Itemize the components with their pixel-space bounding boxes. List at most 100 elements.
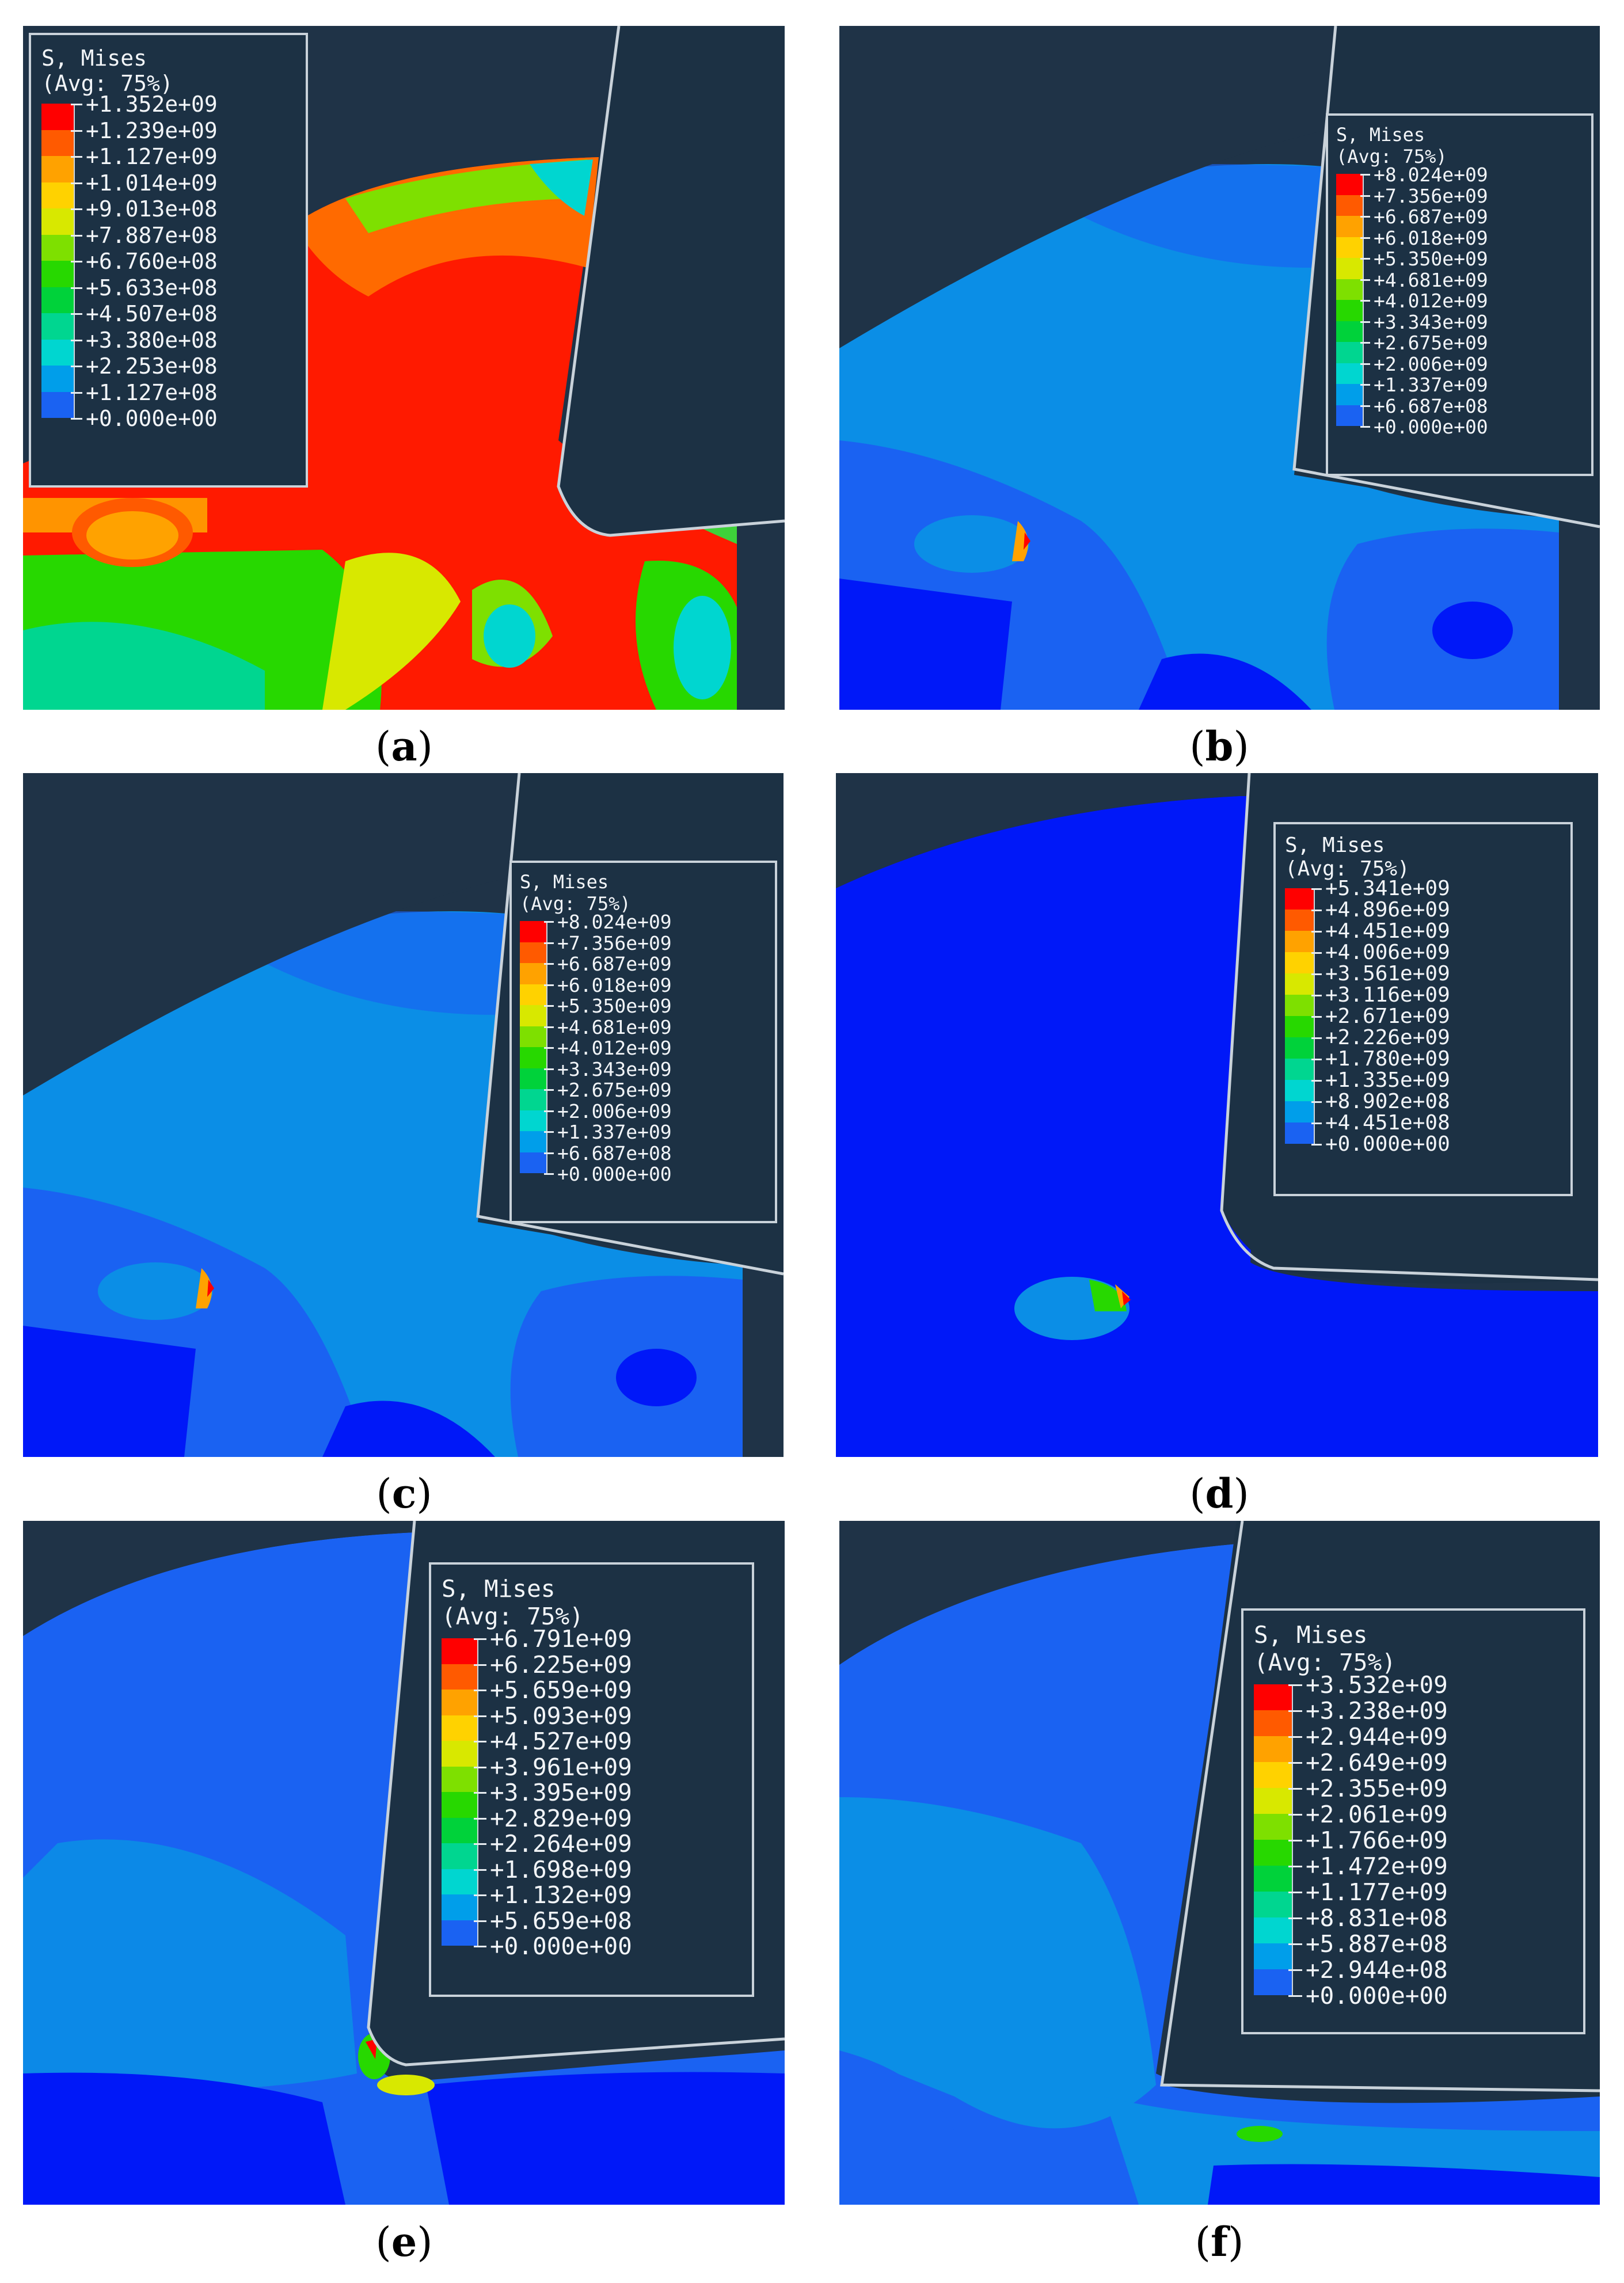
legend-swatch — [1254, 1969, 1293, 1995]
legend-tick — [71, 366, 82, 367]
legend-tick — [544, 1005, 554, 1007]
legend-value: +5.659e+08 — [490, 1907, 632, 1935]
legend-swatch — [520, 1089, 547, 1110]
legend-value: +2.061e+09 — [1306, 1801, 1448, 1828]
legend-value: +4.896e+09 — [1325, 898, 1450, 922]
caption-c: (c) — [376, 1470, 432, 1517]
legend-tick — [474, 1869, 486, 1871]
legend-swatch — [1285, 1016, 1315, 1037]
legend-value: +2.226e+09 — [1325, 1026, 1450, 1049]
legend-entry: +0.000e+00 — [520, 1163, 775, 1194]
legend-value: +3.532e+09 — [1306, 1671, 1448, 1699]
legend-value: +5.341e+09 — [1325, 877, 1450, 900]
legend-value: +2.355e+09 — [1306, 1775, 1448, 1802]
legend-entry: +4.527e+09 — [442, 1728, 752, 1767]
legend-value: +5.659e+09 — [490, 1676, 632, 1704]
legend-tick — [1288, 1814, 1302, 1816]
legend-entry: +3.380e+08 — [41, 328, 306, 366]
legend-swatch — [1336, 342, 1364, 363]
legend-value: +5.350e+09 — [557, 995, 672, 1017]
legend-entry: +2.944e+09 — [1254, 1723, 1583, 1762]
legend-tick — [1360, 195, 1370, 197]
legend-entry: +1.698e+09 — [442, 1856, 752, 1894]
legend-swatch — [41, 339, 75, 366]
legend-value: +4.451e+08 — [1325, 1111, 1450, 1135]
legend-tick — [474, 1664, 486, 1666]
legend-tick — [544, 1047, 554, 1049]
legend-value: +8.902e+08 — [1325, 1090, 1450, 1113]
legend-swatch — [1285, 1037, 1315, 1059]
legend-entry: +6.687e+09 — [520, 953, 775, 984]
legend-swatch — [1254, 1710, 1293, 1736]
legend-entry: +3.961e+09 — [442, 1753, 752, 1792]
legend-value: +6.687e+09 — [1374, 206, 1488, 228]
legend-value: +7.356e+09 — [1374, 184, 1488, 207]
legend-entry: +4.681e+09 — [1336, 269, 1591, 300]
legend-entry: +3.116e+09 — [1285, 983, 1570, 1016]
legend-swatch — [1285, 1123, 1315, 1144]
legend-swatch — [1254, 1736, 1293, 1762]
legend-entry: +5.350e+09 — [520, 995, 775, 1026]
legend-entry: +1.177e+09 — [1254, 1878, 1583, 1917]
legend-swatch — [520, 1110, 547, 1131]
legend-value: +3.238e+09 — [1306, 1697, 1448, 1725]
legend-value: +4.681e+09 — [557, 1015, 672, 1038]
legend-value: +5.093e+09 — [490, 1702, 632, 1730]
legend-tick — [1311, 1101, 1322, 1103]
legend-entry: +6.791e+09 — [442, 1625, 752, 1664]
legend-swatch — [41, 156, 75, 182]
legend-value: +4.451e+09 — [1325, 919, 1450, 943]
legend-entry: +1.127e+09 — [41, 144, 306, 182]
legend-entry: +2.944e+08 — [1254, 1956, 1583, 1995]
legend-swatch — [1285, 910, 1315, 931]
legend-swatch — [520, 1047, 547, 1068]
legend-value: +6.791e+09 — [490, 1625, 632, 1653]
legend-entry: +5.341e+09 — [1285, 877, 1570, 910]
legend-swatch — [442, 1894, 478, 1920]
legend-value: +1.337e+09 — [1374, 374, 1488, 396]
legend-swatch — [442, 1715, 478, 1741]
legend-tick — [474, 1715, 486, 1717]
legend-value: +1.337e+09 — [557, 1121, 672, 1143]
legend-swatch — [1336, 237, 1364, 258]
panel-b: S, Mises (Avg: 75%) +8.024e+09 +7.356e+09 +6… — [839, 26, 1600, 710]
legend-swatch — [1254, 1943, 1293, 1969]
legend: S, Mises (Avg: 75%) +6.791e+09 +6.225e+09 +5… — [429, 1562, 754, 1997]
legend-value: +8.024e+09 — [1374, 163, 1488, 186]
legend-swatch — [442, 1817, 478, 1843]
legend-value: +4.012e+09 — [557, 1037, 672, 1059]
caption-b: (b) — [1189, 722, 1249, 770]
legend-swatch — [41, 313, 75, 340]
legend-tick — [544, 984, 554, 986]
legend-tick — [544, 1026, 554, 1028]
legend-swatch — [1285, 888, 1315, 910]
legend-title: S, Mises — [442, 1575, 556, 1603]
legend-tick — [1311, 995, 1322, 996]
legend-swatch — [520, 1173, 547, 1194]
legend-swatch — [1336, 300, 1364, 321]
legend-tick — [71, 234, 82, 237]
legend-entry: +1.239e+09 — [41, 118, 306, 156]
legend-value: +1.352e+09 — [86, 92, 218, 117]
legend-value: +3.343e+09 — [1374, 310, 1488, 333]
legend-tick — [474, 1946, 486, 1947]
legend-tick — [71, 156, 82, 158]
legend-tick — [1311, 910, 1322, 911]
legend-value: +8.024e+09 — [557, 911, 672, 933]
legend-value: +3.380e+08 — [86, 327, 218, 353]
legend-value: +5.350e+09 — [1374, 248, 1488, 270]
legend-entry: +7.356e+09 — [1336, 185, 1591, 216]
legend-tick — [544, 1173, 554, 1175]
legend-tick — [544, 1131, 554, 1133]
legend-value: +9.013e+08 — [86, 196, 218, 222]
legend-entry: +1.780e+09 — [1285, 1047, 1570, 1080]
legend-tick — [71, 418, 82, 420]
legend-tick — [1360, 405, 1370, 407]
legend: S, Mises (Avg: 75%) +8.024e+09 +7.356e+09 +6… — [509, 861, 777, 1223]
legend-entry: +2.671e+09 — [1285, 1004, 1570, 1037]
legend-tick — [1288, 1969, 1302, 1971]
legend-value: +4.012e+09 — [1374, 290, 1488, 312]
legend-entry: +2.253e+08 — [41, 353, 306, 392]
legend-swatch — [520, 921, 547, 942]
legend-value: +3.961e+09 — [490, 1753, 632, 1781]
